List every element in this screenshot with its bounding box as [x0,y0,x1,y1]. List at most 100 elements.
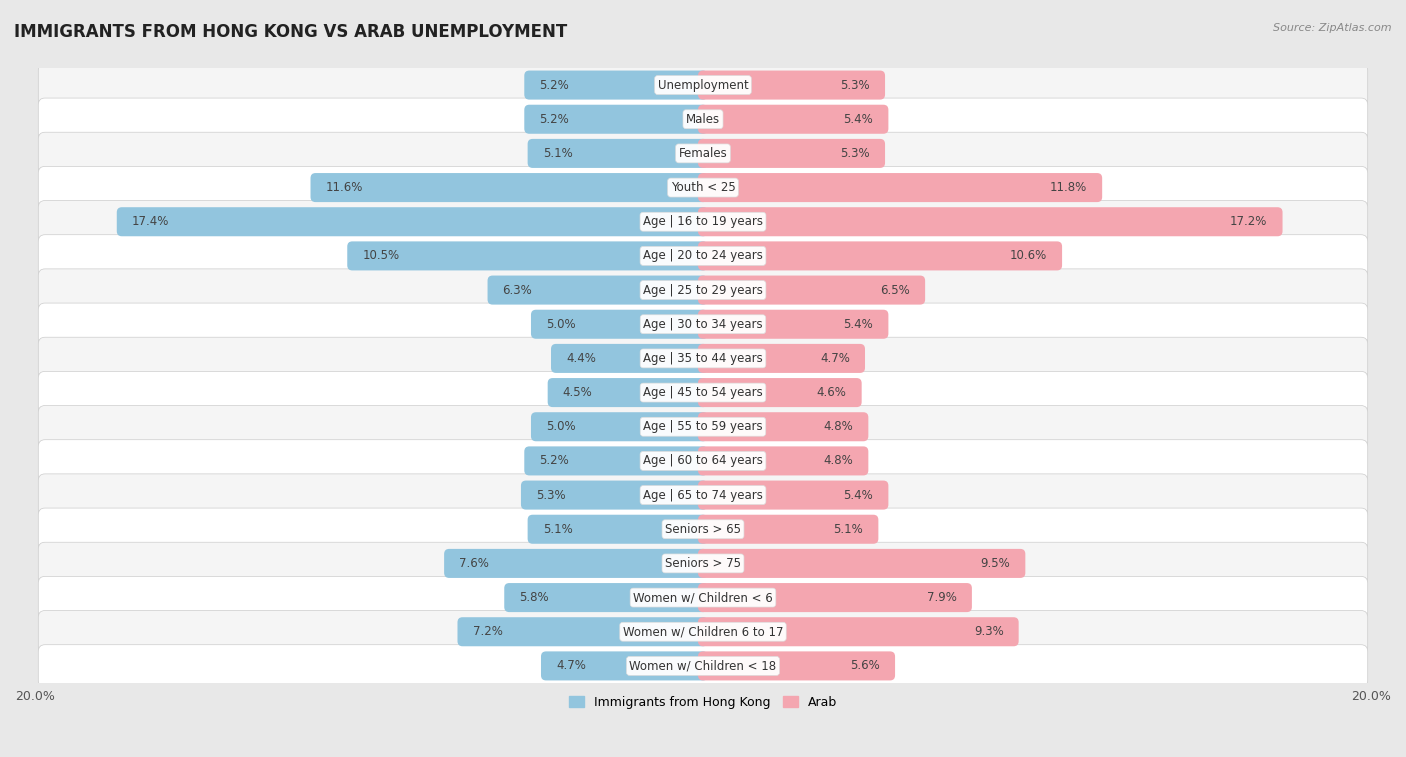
FancyBboxPatch shape [38,474,1368,516]
FancyBboxPatch shape [697,617,1019,646]
Text: Age | 16 to 19 years: Age | 16 to 19 years [643,215,763,229]
FancyBboxPatch shape [697,344,865,373]
FancyBboxPatch shape [311,173,709,202]
Text: 4.7%: 4.7% [820,352,851,365]
FancyBboxPatch shape [347,241,709,270]
FancyBboxPatch shape [697,583,972,612]
FancyBboxPatch shape [38,201,1368,243]
Text: 5.1%: 5.1% [834,523,863,536]
Text: Age | 60 to 64 years: Age | 60 to 64 years [643,454,763,467]
FancyBboxPatch shape [697,481,889,509]
FancyBboxPatch shape [38,645,1368,687]
FancyBboxPatch shape [38,372,1368,414]
Text: 5.4%: 5.4% [844,318,873,331]
Text: 5.4%: 5.4% [844,113,873,126]
Text: 5.2%: 5.2% [540,454,569,467]
FancyBboxPatch shape [38,132,1368,175]
FancyBboxPatch shape [524,447,709,475]
FancyBboxPatch shape [38,235,1368,277]
FancyBboxPatch shape [541,651,709,681]
FancyBboxPatch shape [697,207,1282,236]
Text: IMMIGRANTS FROM HONG KONG VS ARAB UNEMPLOYMENT: IMMIGRANTS FROM HONG KONG VS ARAB UNEMPL… [14,23,567,41]
Text: 10.6%: 10.6% [1010,249,1047,263]
FancyBboxPatch shape [522,481,709,509]
Text: 5.4%: 5.4% [844,488,873,502]
FancyBboxPatch shape [697,378,862,407]
Text: Women w/ Children < 18: Women w/ Children < 18 [630,659,776,672]
Text: 5.3%: 5.3% [536,488,565,502]
FancyBboxPatch shape [524,104,709,134]
FancyBboxPatch shape [38,611,1368,653]
FancyBboxPatch shape [697,241,1062,270]
FancyBboxPatch shape [38,98,1368,141]
Text: 5.1%: 5.1% [543,147,572,160]
FancyBboxPatch shape [38,576,1368,618]
FancyBboxPatch shape [38,269,1368,311]
FancyBboxPatch shape [38,440,1368,482]
Text: Women w/ Children 6 to 17: Women w/ Children 6 to 17 [623,625,783,638]
Text: 4.7%: 4.7% [555,659,586,672]
FancyBboxPatch shape [697,139,884,168]
FancyBboxPatch shape [697,70,884,100]
FancyBboxPatch shape [38,406,1368,448]
FancyBboxPatch shape [505,583,709,612]
Text: Seniors > 75: Seniors > 75 [665,557,741,570]
Text: Age | 45 to 54 years: Age | 45 to 54 years [643,386,763,399]
FancyBboxPatch shape [527,515,709,544]
Text: 11.8%: 11.8% [1050,181,1087,194]
Text: 4.8%: 4.8% [824,454,853,467]
Text: 9.5%: 9.5% [980,557,1011,570]
Text: Age | 30 to 34 years: Age | 30 to 34 years [643,318,763,331]
FancyBboxPatch shape [548,378,709,407]
FancyBboxPatch shape [38,167,1368,209]
FancyBboxPatch shape [531,413,709,441]
FancyBboxPatch shape [697,447,869,475]
FancyBboxPatch shape [38,337,1368,379]
Text: 6.5%: 6.5% [880,284,910,297]
FancyBboxPatch shape [38,508,1368,550]
Text: Women w/ Children < 6: Women w/ Children < 6 [633,591,773,604]
FancyBboxPatch shape [117,207,709,236]
Text: 5.1%: 5.1% [543,523,572,536]
Text: Age | 55 to 59 years: Age | 55 to 59 years [643,420,763,433]
Text: 5.2%: 5.2% [540,79,569,92]
Text: Unemployment: Unemployment [658,79,748,92]
Text: 4.5%: 4.5% [562,386,592,399]
Text: 7.9%: 7.9% [927,591,957,604]
Text: 4.8%: 4.8% [824,420,853,433]
Text: Age | 35 to 44 years: Age | 35 to 44 years [643,352,763,365]
Text: Females: Females [679,147,727,160]
Text: 5.0%: 5.0% [546,318,575,331]
FancyBboxPatch shape [697,310,889,339]
FancyBboxPatch shape [488,276,709,304]
Text: 11.6%: 11.6% [326,181,363,194]
Text: 4.6%: 4.6% [817,386,846,399]
FancyBboxPatch shape [527,139,709,168]
Text: 9.3%: 9.3% [974,625,1004,638]
Text: 7.6%: 7.6% [460,557,489,570]
Text: Males: Males [686,113,720,126]
Text: 5.3%: 5.3% [841,147,870,160]
FancyBboxPatch shape [531,310,709,339]
FancyBboxPatch shape [697,651,896,681]
Text: 7.2%: 7.2% [472,625,502,638]
FancyBboxPatch shape [444,549,709,578]
Text: 5.0%: 5.0% [546,420,575,433]
FancyBboxPatch shape [697,515,879,544]
FancyBboxPatch shape [697,173,1102,202]
Text: Seniors > 65: Seniors > 65 [665,523,741,536]
FancyBboxPatch shape [38,542,1368,584]
Text: Age | 65 to 74 years: Age | 65 to 74 years [643,488,763,502]
Text: 6.3%: 6.3% [502,284,533,297]
Text: 17.4%: 17.4% [132,215,169,229]
Text: Age | 20 to 24 years: Age | 20 to 24 years [643,249,763,263]
Legend: Immigrants from Hong Kong, Arab: Immigrants from Hong Kong, Arab [564,690,842,714]
FancyBboxPatch shape [697,276,925,304]
FancyBboxPatch shape [697,413,869,441]
Text: 5.6%: 5.6% [851,659,880,672]
Text: Age | 25 to 29 years: Age | 25 to 29 years [643,284,763,297]
Text: 5.8%: 5.8% [519,591,548,604]
FancyBboxPatch shape [551,344,709,373]
FancyBboxPatch shape [524,70,709,100]
Text: 5.3%: 5.3% [841,79,870,92]
